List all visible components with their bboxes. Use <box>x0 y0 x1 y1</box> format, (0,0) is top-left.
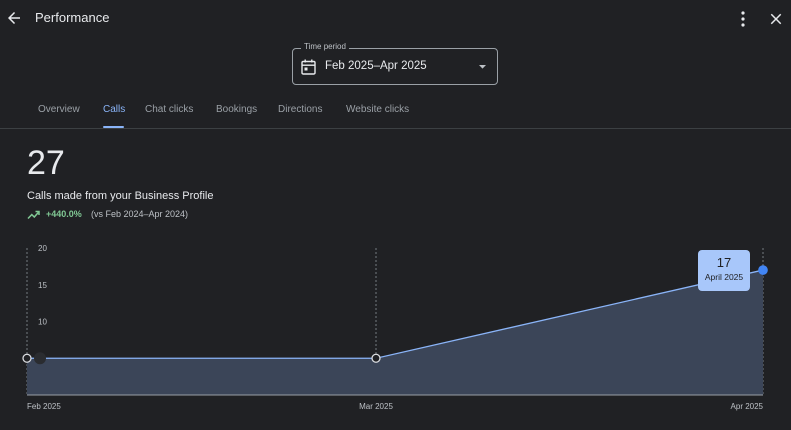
tooltip-date: April 2025 <box>704 272 744 282</box>
metric-description: Calls made from your Business Profile <box>27 190 214 202</box>
close-icon[interactable] <box>767 10 785 28</box>
percent-change: +440.0% <box>46 209 82 219</box>
y-tick-label: 10 <box>38 318 47 327</box>
time-period-select[interactable]: Time period Feb 2025–Apr 2025 <box>292 42 498 85</box>
app-header: Performance <box>0 0 791 38</box>
time-period-value: Feb 2025–Apr 2025 <box>325 60 427 72</box>
tab-calls[interactable]: Calls <box>103 104 126 115</box>
x-tick-label: Apr 2025 <box>731 402 764 411</box>
arrow-left-icon[interactable] <box>5 9 23 27</box>
x-tick-label: Feb 2025 <box>27 402 61 411</box>
first-point-shadow <box>34 352 46 365</box>
x-tick-label: Mar 2025 <box>359 402 393 411</box>
tab-bar: Overview Calls Chat clicks Bookings Dire… <box>0 96 791 129</box>
data-point <box>758 265 768 275</box>
y-tick-label: 20 <box>38 244 47 253</box>
tab-overview[interactable]: Overview <box>38 104 80 115</box>
area-fill <box>27 270 763 395</box>
trending-up-icon <box>27 210 40 220</box>
data-point-tooltip: 17 April 2025 <box>698 250 750 291</box>
data-point <box>371 353 381 363</box>
tab-bookings[interactable]: Bookings <box>216 104 258 115</box>
tab-website-clicks[interactable]: Website clicks <box>346 104 410 115</box>
time-period-label: Time period <box>301 42 349 51</box>
y-tick-label: 15 <box>38 281 47 290</box>
dropdown-arrow-icon <box>479 65 486 69</box>
calendar-icon <box>301 59 316 75</box>
more-vert-icon[interactable] <box>735 10 751 28</box>
comparison-period: (vs Feb 2024–Apr 2024) <box>91 209 189 219</box>
active-tab-indicator <box>103 126 124 128</box>
data-point <box>22 353 32 363</box>
page-title: Performance <box>35 10 110 25</box>
tooltip-value: 17 <box>716 255 732 270</box>
tab-chat-clicks[interactable]: Chat clicks <box>145 104 194 115</box>
total-calls-value: 27 <box>27 144 65 182</box>
tab-directions[interactable]: Directions <box>278 104 323 115</box>
